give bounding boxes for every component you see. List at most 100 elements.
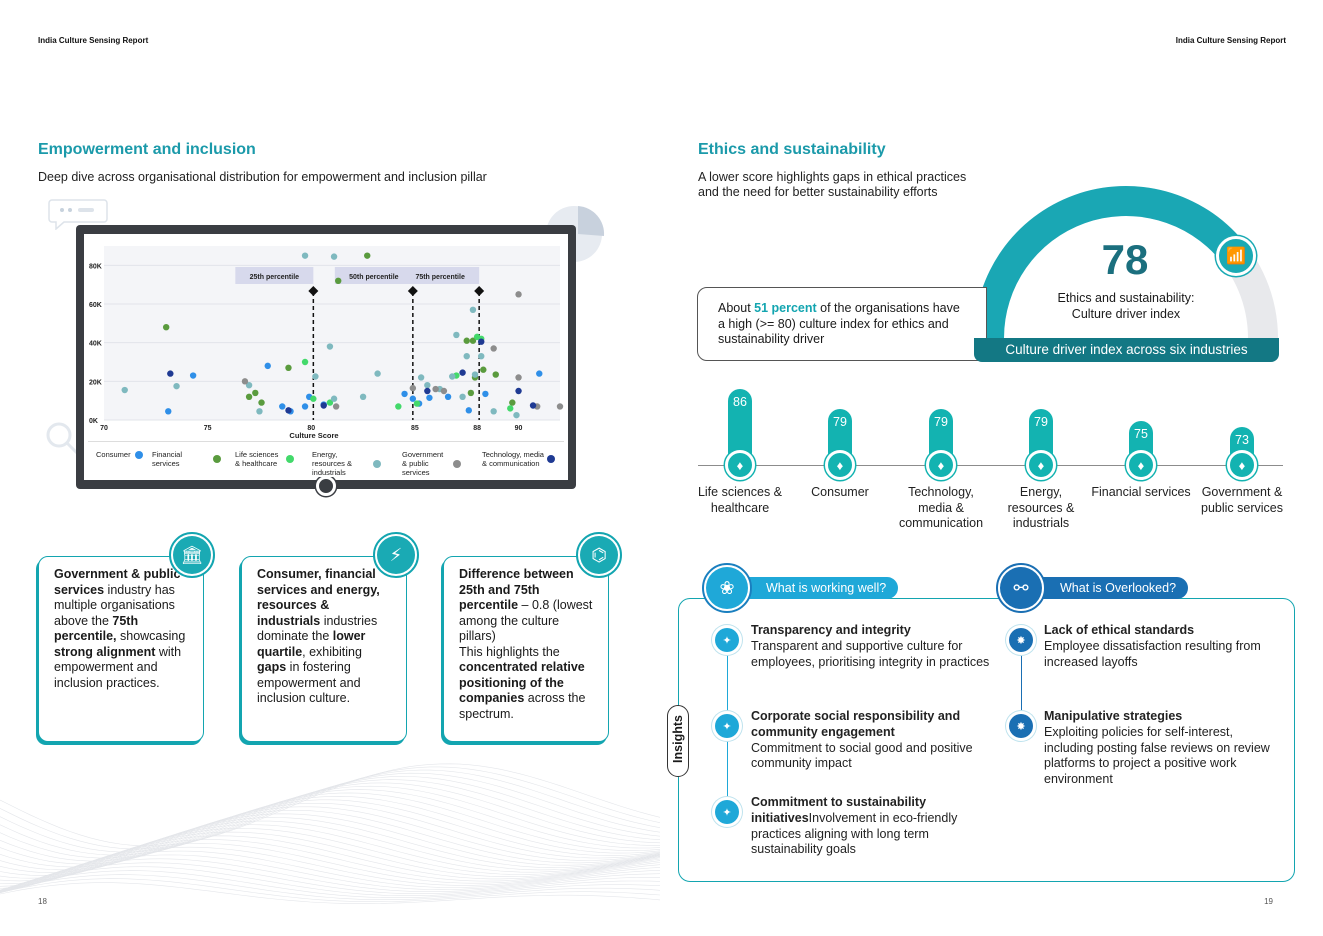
legend-label: Life sciences & healthcare (235, 450, 279, 468)
scatter-point (482, 390, 489, 398)
working-well-item: Transparency and integrity Transparent an… (751, 623, 991, 670)
scatter-point (252, 389, 259, 397)
legend-swatch (135, 450, 143, 459)
monitor-stand-button (316, 476, 336, 496)
legend-label: Government & public services (402, 450, 444, 477)
item-title: Manipulative strategies (1044, 709, 1183, 723)
right-section-title: Ethics and sustainability (698, 141, 886, 158)
scatter-point (469, 306, 477, 313)
scatter-point (465, 407, 472, 414)
callout-highlight: 51 percent (754, 301, 817, 315)
industry-label: Life sciences & healthcare (697, 485, 783, 515)
chart-legend: Consumer Financial services Life sciences … (88, 441, 564, 477)
scatter-point (490, 408, 497, 415)
scatter-point (285, 364, 292, 371)
scatter-point (536, 370, 543, 377)
scatter-point (245, 382, 253, 389)
item-description: Commitment to social good and positive c… (751, 740, 973, 771)
card-text: industries dominate the (257, 613, 378, 644)
scatter-point (310, 395, 317, 402)
integrity-icon: ✦ (715, 628, 739, 652)
decorative-wave-lines (0, 763, 660, 904)
scatter-point (490, 345, 497, 352)
industry-label: Financial services (1091, 485, 1191, 499)
percentile-label: 25th percentile (250, 274, 300, 281)
page-number-right: 19 (1264, 897, 1273, 906)
scatter-point (312, 373, 319, 380)
scatter-point (121, 386, 128, 394)
insights-side-label: Insights (671, 715, 685, 763)
scatter-point (459, 369, 466, 376)
card-text-bold: strong alignment (54, 644, 156, 659)
x-tick-label: 80 (307, 425, 315, 432)
x-tick-label: 88 (473, 425, 481, 432)
percentile-marker (474, 286, 485, 296)
percentile-label-box (235, 267, 314, 284)
community-icon: ✦ (715, 714, 739, 738)
callout-box: About 51 percent of the organisations ha… (697, 287, 987, 361)
working-well-item: Corporate social responsibility and comm… (751, 709, 991, 772)
card-text: This highlights the (459, 644, 560, 659)
consumer-icon: ♦ (825, 450, 855, 480)
card-text: with empowerment and inclusion practices… (54, 644, 182, 690)
scatter-point (395, 403, 402, 410)
card-text-bold: Government & public services (54, 567, 181, 597)
working-well-item: Commitment to sustainability initiatives… (751, 795, 991, 858)
legend-swatch (453, 459, 461, 468)
legend-item: Energy, resources & industrials (312, 450, 381, 477)
industry-label: Consumer (811, 485, 869, 499)
scatter-point (162, 324, 170, 331)
page-number-left: 18 (38, 897, 47, 906)
item-description: Employee dissatisfaction resulting from … (1044, 638, 1261, 669)
card-text: in fostering empowerment and inclusion c… (257, 660, 361, 705)
scatter-point (467, 389, 475, 397)
scatter-point (189, 372, 197, 379)
y-tick-label: 80K (89, 263, 102, 270)
scatter-point (507, 405, 514, 412)
scatter-point (173, 382, 180, 390)
item-description: Transparent and supportive culture for e… (751, 638, 990, 669)
scatter-point (424, 382, 431, 389)
right-section-subtitle-1: A lower score highlights gaps in ethical… (698, 170, 967, 184)
scatter-point (332, 403, 340, 410)
overlooked-header: What is Overlooked? (1032, 577, 1189, 599)
scatter-point (426, 394, 433, 401)
legend-item: Government & public services (402, 450, 461, 477)
report-header-right: India Culture Sensing Report (1175, 36, 1286, 45)
gauge-fill (974, 186, 1244, 338)
y-tick-label: 60K (89, 302, 102, 309)
scatter-point (529, 402, 537, 409)
scatter-point (330, 253, 338, 260)
scatter-point (301, 252, 309, 259)
gauge-chart (974, 186, 1278, 338)
overlooked-timeline (1021, 640, 1022, 728)
scatter-point (374, 370, 381, 377)
industry-label: Technology, media & communication (898, 485, 984, 530)
left-section-subtitle: Deep dive across organisational distribu… (38, 170, 487, 184)
scatter-point (556, 403, 564, 410)
scatter-chart: 0K 20K 40K 60K 80K 70 75 80 85 88 90 Culture Score 2… (88, 238, 564, 440)
tech-circuit-icon: ⌬ (576, 532, 622, 578)
legend-item: Consumer (96, 450, 143, 459)
legend-item: Technology, media & communication (482, 450, 555, 468)
x-tick-label: 75 (204, 425, 212, 432)
x-axis-label: Culture Score (289, 431, 338, 440)
scatter-point (463, 353, 470, 360)
x-tick-label: 90 (515, 425, 523, 432)
card-text-bold: gaps (257, 660, 287, 674)
magnifier-icon (46, 422, 79, 455)
scatter-point (463, 337, 470, 344)
bar-chart-icon: 📶 (1216, 236, 1256, 276)
scatter-point (245, 393, 253, 400)
government-icon: ♦ (1227, 450, 1257, 480)
rupee-icon: ♦ (1126, 450, 1156, 480)
percentile-label: 50th percentile (349, 274, 399, 281)
card-text: industry has multiple organisations abov… (54, 582, 175, 628)
legend-label: Energy, resources & industrials (312, 450, 353, 477)
card-text-bold: 75th percentile, (54, 613, 139, 644)
gear-icon: ♦ (1026, 450, 1056, 480)
scatter-point (409, 384, 417, 392)
scatter-point (449, 373, 456, 380)
scatter-point (478, 338, 485, 345)
scatter-point (359, 393, 367, 400)
